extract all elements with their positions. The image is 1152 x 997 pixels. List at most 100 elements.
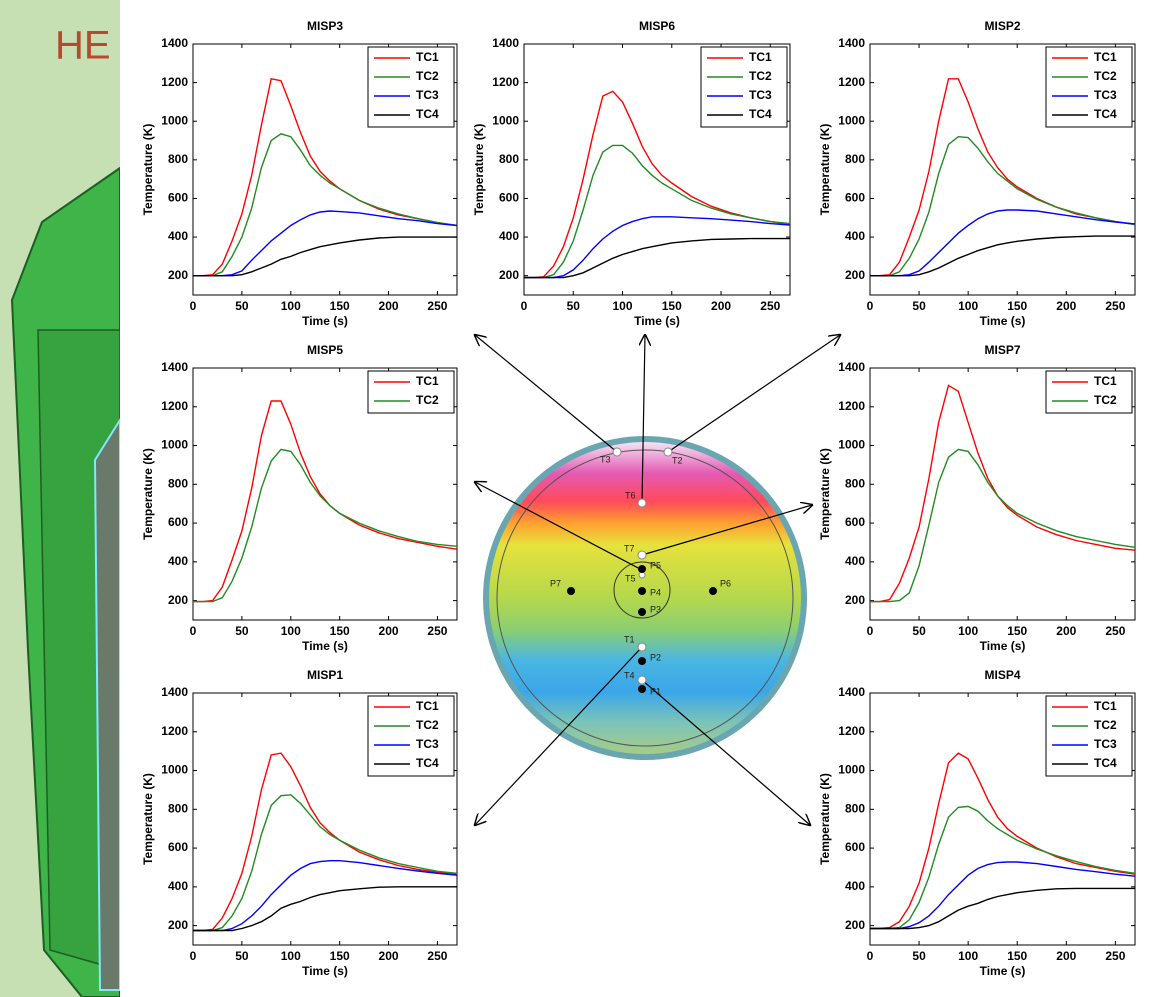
- y-tick-label: 800: [168, 476, 188, 490]
- y-tick-label: 200: [168, 918, 188, 932]
- x-tick-label: 50: [235, 299, 249, 313]
- x-tick-label: 250: [427, 624, 447, 638]
- chart-title: MISP1: [307, 668, 343, 682]
- y-tick-label: 1000: [492, 113, 519, 127]
- legend: [1045, 46, 1133, 128]
- sensor: [637, 675, 647, 685]
- arrow: [475, 335, 618, 453]
- probe: [638, 587, 646, 595]
- sensor: [637, 498, 647, 508]
- series-line: [870, 887, 1135, 930]
- legend-label: TC3: [1094, 88, 1117, 102]
- legend: [1045, 370, 1133, 414]
- point-label: P7: [550, 578, 561, 588]
- x-tick-label: 100: [281, 949, 301, 963]
- y-tick-label: 1200: [161, 75, 188, 89]
- y-tick-label: 1200: [161, 399, 188, 413]
- chart: MISP7 200 400 600 800 1000 1200 1400 0 50 100 150 20…: [818, 343, 1136, 653]
- series-line: [193, 752, 458, 932]
- x-tick-label: 200: [1056, 624, 1076, 638]
- x-tick-label: 250: [760, 299, 780, 313]
- point-label: T1: [624, 634, 635, 644]
- x-axis-label: Time (s): [980, 314, 1026, 328]
- y-axis-label: Temperature (K): [818, 124, 832, 216]
- probe: [638, 608, 646, 616]
- series-line: [193, 886, 457, 932]
- y-axis-label: Temperature (K): [818, 448, 832, 540]
- y-tick-label: 800: [845, 801, 865, 815]
- y-tick-label: 1200: [838, 75, 865, 89]
- y-tick-label: 600: [845, 840, 865, 854]
- x-tick-label: 150: [1007, 624, 1027, 638]
- legend-label: TC1: [1094, 374, 1117, 388]
- point-label: P5: [650, 560, 661, 570]
- y-tick-label: 1200: [492, 75, 519, 89]
- x-tick-label: 200: [379, 299, 399, 313]
- series-line: [193, 860, 458, 932]
- probe: [638, 657, 646, 665]
- series-line: [524, 144, 791, 279]
- x-tick-label: 200: [379, 949, 399, 963]
- y-tick-label: 1200: [838, 399, 865, 413]
- series-line: [870, 235, 1135, 277]
- series-line: [193, 794, 458, 932]
- chart: MISP4 200 400 600 800 1000 1200 1400 0 50 100 150 20…: [818, 668, 1136, 978]
- point-label: T3: [600, 454, 611, 464]
- x-tick-label: 50: [912, 299, 926, 313]
- x-tick-label: 100: [958, 949, 978, 963]
- y-tick-label: 200: [168, 268, 188, 282]
- x-tick-label: 250: [427, 299, 447, 313]
- y-axis-label: Temperature (K): [141, 448, 155, 540]
- x-tick-label: 250: [1105, 624, 1125, 638]
- y-tick-label: 600: [168, 191, 188, 205]
- x-tick-label: 100: [281, 299, 301, 313]
- y-tick-label: 1000: [161, 113, 188, 127]
- legend-label: TC3: [1094, 737, 1117, 751]
- x-axis-label: Time (s): [302, 964, 348, 978]
- inner-ring: [613, 561, 671, 619]
- series-line: [870, 861, 1136, 930]
- x-tick-label: 150: [330, 949, 350, 963]
- point-label: P1: [650, 686, 661, 696]
- x-tick-label: 150: [330, 624, 350, 638]
- legend: [1045, 695, 1133, 777]
- arrow: [641, 505, 812, 556]
- x-tick-label: 200: [1056, 299, 1076, 313]
- chart-title: MISP7: [984, 343, 1020, 357]
- x-tick-label: 0: [190, 624, 197, 638]
- x-tick-label: 100: [958, 299, 978, 313]
- series-line: [870, 135, 1136, 277]
- point-label: T6: [625, 490, 636, 500]
- point-label: P3: [650, 604, 661, 614]
- y-tick-label: 800: [168, 801, 188, 815]
- series-line: [870, 805, 1136, 930]
- legend-label: TC1: [416, 699, 439, 713]
- chart-title: MISP2: [984, 19, 1020, 33]
- y-tick-label: 800: [499, 152, 519, 166]
- chart-title: MISP5: [307, 343, 343, 357]
- sensor: [637, 550, 647, 560]
- x-tick-label: 50: [912, 949, 926, 963]
- x-tick-label: 150: [1007, 949, 1027, 963]
- y-tick-label: 1200: [161, 724, 188, 738]
- legend-label: TC3: [416, 88, 439, 102]
- x-tick-label: 50: [235, 624, 249, 638]
- series-line: [193, 400, 458, 603]
- legend-label: TC2: [1094, 69, 1117, 83]
- y-tick-label: 400: [168, 229, 188, 243]
- chart: MISP1 200 400 600 800 1000 1200 1400 0 50 100 150 20…: [141, 668, 458, 978]
- legend-label: TC2: [416, 718, 439, 732]
- x-axis-label: Time (s): [634, 314, 680, 328]
- point-label: T4: [624, 670, 635, 680]
- y-tick-label: 600: [845, 515, 865, 529]
- legend: [367, 695, 455, 777]
- x-tick-label: 100: [613, 299, 633, 313]
- series-line: [193, 236, 457, 277]
- series-line: [524, 90, 791, 279]
- y-tick-label: 800: [168, 152, 188, 166]
- x-axis-label: Time (s): [980, 964, 1026, 978]
- legend-label: TC1: [416, 50, 439, 64]
- x-tick-label: 150: [330, 299, 350, 313]
- series-line: [870, 752, 1136, 930]
